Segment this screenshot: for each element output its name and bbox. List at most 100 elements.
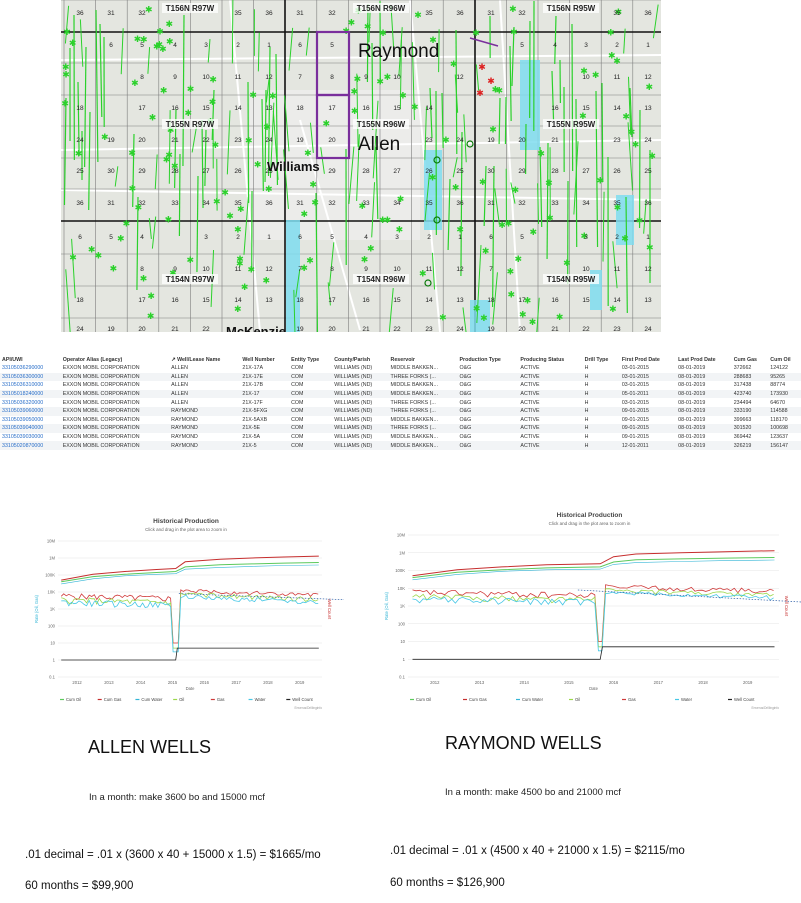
- api-link[interactable]: 33105039050000: [2, 416, 44, 423]
- section-number: 15: [582, 105, 590, 112]
- y-tick-label: 100: [48, 624, 56, 629]
- section-number: 25: [456, 168, 464, 175]
- section-number: 9: [364, 74, 368, 81]
- table-row[interactable]: 33105036300000 EXXON MOBIL CORPORATION ALL…: [0, 372, 801, 382]
- column-header[interactable]: API/UWI: [2, 356, 23, 363]
- well-map[interactable]: ✱ ✱ ✱ ✱ ✱ ✱ ✱ ✱ ✱ ✱ ✱ ✱ ✱ ✱ ✱ ✱ ✱ ✱ ✱ ✱ ✱ ✱ ✱ ✱ ✱ ✱ ✱ ✱ ✱ ✱ ✱ ✱ ✱ ✱ ✱ ✱ ✱ ✱ ✱ ✱…: [61, 0, 661, 332]
- well-star-icon: ✱: [129, 185, 137, 195]
- well-lateral: [539, 146, 543, 228]
- api-link[interactable]: 33105036320000: [2, 399, 44, 406]
- column-header[interactable]: Entity Type: [291, 356, 320, 363]
- column-header[interactable]: Reservoir: [390, 356, 415, 363]
- table-cell: H: [584, 434, 589, 441]
- table-row[interactable]: 33105039060000 EXXON MOBIL CORPORATION RAY…: [0, 406, 801, 416]
- well-star-icon: ✱: [364, 22, 372, 32]
- section-number: 24: [644, 326, 652, 332]
- table-cell: H: [582, 406, 620, 416]
- section-number: 25: [265, 168, 273, 175]
- table-row[interactable]: 33105036290000 EXXON MOBIL CORPORATION ALL…: [0, 364, 801, 373]
- table-cell: COM: [291, 382, 304, 389]
- table-cell: H: [582, 424, 620, 433]
- well-circle-icon: [433, 216, 441, 224]
- api-link[interactable]: 33105036290000: [2, 365, 44, 372]
- table-cell: EXXON MOBIL CORPORATION: [60, 441, 170, 450]
- well-star-icon: ✱: [213, 198, 221, 208]
- table-cell: WILLIAMS (ND): [334, 416, 373, 423]
- y-tick-label: 1M: [399, 550, 405, 555]
- column-header[interactable]: First Prod Date: [621, 356, 660, 363]
- section-number: 21: [551, 326, 559, 332]
- table-row[interactable]: 33105039050000 EXXON MOBIL CORPORATION RAY…: [0, 416, 801, 425]
- column-header[interactable]: Cum Gas: [733, 356, 757, 363]
- column-header[interactable]: County/Parish: [334, 356, 371, 363]
- api-link[interactable]: 33105036310000: [2, 382, 44, 389]
- well-star-icon: ✱: [546, 214, 554, 224]
- column-header[interactable]: Production Type: [459, 356, 501, 363]
- well-star-icon: ✱: [348, 19, 356, 29]
- table-cell: WILLIAMS (ND): [332, 424, 389, 433]
- table-cell: ALLEN: [169, 372, 241, 382]
- api-link[interactable]: 33105039060000: [0, 406, 61, 416]
- well-star-icon: ✱: [556, 313, 564, 323]
- section-number: 12: [456, 74, 464, 81]
- column-header[interactable]: Well Number: [242, 356, 275, 363]
- api-link[interactable]: 33105039030000: [2, 434, 44, 441]
- section-number: 22: [582, 326, 590, 332]
- column-header[interactable]: ↗ Well/Lease Name: [171, 356, 221, 363]
- table-cell: MIDDLE BAKKEN...: [388, 441, 458, 450]
- well-star-icon: ✱: [524, 297, 532, 307]
- well-star-icon: ✱: [358, 202, 366, 212]
- section-number: 8: [330, 266, 334, 273]
- legend-entry: Cum Oil: [66, 697, 81, 702]
- table-row[interactable]: 33105018240000 EXXON MOBIL CORPORATION ALL…: [0, 389, 801, 399]
- section-number: 15: [582, 297, 590, 304]
- api-link[interactable]: 33105036300000: [0, 372, 61, 382]
- api-link[interactable]: 33105039040000: [0, 424, 61, 433]
- column-header[interactable]: Last Prod Date: [678, 356, 716, 363]
- x-tick-label: 2016: [200, 680, 210, 685]
- table-cell: ACTIVE: [518, 389, 583, 399]
- table-cell: ALLEN: [171, 365, 188, 372]
- allen-production-chart[interactable]: Historical Production Click and drag in t…: [28, 513, 344, 713]
- column-header[interactable]: Cum Oil: [770, 356, 791, 363]
- well-lateral: [595, 90, 599, 248]
- table-cell: MIDDLE BAKKEN...: [390, 416, 438, 423]
- well-star-icon: ✱: [396, 226, 404, 236]
- section-number: 35: [613, 10, 621, 17]
- table-row[interactable]: 33105039030000 EXXON MOBIL CORPORATION RAY…: [0, 433, 801, 442]
- table-row[interactable]: 33105020870000 EXXON MOBIL CORPORATION RAY…: [0, 441, 801, 450]
- well-star-icon: ✱: [636, 216, 644, 226]
- table-row[interactable]: 33105036320000 EXXON MOBIL CORPORATION ALL…: [0, 398, 801, 407]
- well-star-icon: ✱: [131, 79, 139, 89]
- section-number: 34: [202, 200, 210, 207]
- table-cell: 118170: [770, 416, 788, 423]
- section-number: 19: [487, 137, 495, 144]
- well-star-icon: ✱: [580, 67, 588, 77]
- api-link[interactable]: 33105018240000: [0, 389, 61, 399]
- table-row[interactable]: 33105036310000 EXXON MOBIL CORPORATION ALL…: [0, 381, 801, 390]
- x-tick-label: 2019: [295, 680, 305, 685]
- table-cell: 317438: [733, 382, 752, 389]
- column-header[interactable]: Drill Type: [584, 356, 609, 363]
- api-link[interactable]: 33105020870000: [0, 441, 61, 450]
- well-lateral: [643, 199, 647, 234]
- section-number: 24: [456, 137, 464, 144]
- column-header[interactable]: Operator Alias (Legacy): [62, 356, 123, 363]
- well-lateral: [356, 134, 360, 202]
- section-number: 20: [328, 326, 336, 332]
- well-lateral: [431, 252, 436, 290]
- section-number: 4: [140, 234, 144, 241]
- well-star-icon: ✱: [615, 8, 623, 18]
- table-row[interactable]: 33105039040000 EXXON MOBIL CORPORATION RAY…: [0, 424, 801, 433]
- well-star-icon: ✱: [156, 28, 164, 38]
- section-number: 1: [267, 42, 271, 49]
- table-cell: 08-01-2019: [676, 389, 732, 399]
- column-header[interactable]: Producing Status: [520, 356, 565, 363]
- raymond-production-chart[interactable]: Historical Production Click and drag in t…: [378, 507, 801, 713]
- well-star-icon: ✱: [309, 181, 317, 191]
- table-cell: THREE FORKS (...: [388, 424, 458, 433]
- table-cell: 08-01-2019: [678, 399, 706, 406]
- section-number: 14: [234, 297, 242, 304]
- well-star-icon: ✱: [236, 259, 244, 269]
- well-lateral: [288, 27, 294, 71]
